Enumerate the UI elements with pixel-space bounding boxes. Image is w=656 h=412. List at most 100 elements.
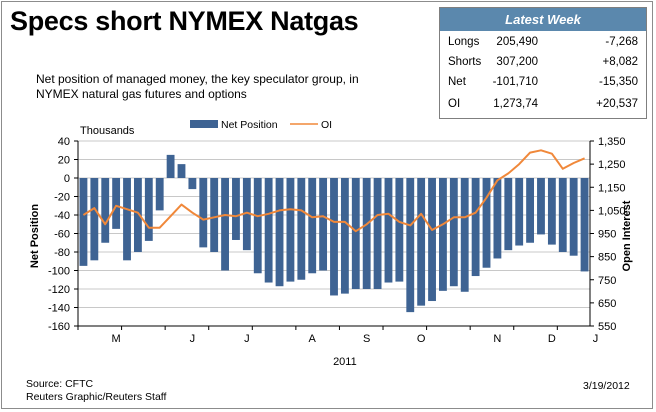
bar-net-position: [537, 178, 545, 235]
bar-net-position: [384, 178, 393, 283]
bar-net-position: [351, 178, 360, 289]
x-tick-label: J: [593, 333, 599, 345]
row-label: Longs: [448, 36, 480, 48]
y2-tick-label: 1,250: [598, 159, 626, 171]
x-tick-label: J: [190, 333, 196, 345]
bar-net-position: [210, 178, 219, 252]
bar-net-position: [188, 178, 197, 190]
y-axis-title-left: Net Position: [29, 204, 41, 268]
bar-net-position: [297, 178, 306, 280]
bar-net-position: [286, 178, 295, 282]
bar-net-position: [221, 178, 229, 271]
bar-net-position: [79, 178, 88, 266]
x-tick-label: J: [244, 333, 250, 345]
latest-week-box: Latest Week Longs 205,490 -7,268 Shorts …: [439, 7, 647, 119]
latest-week-title: Latest Week: [440, 8, 646, 31]
row-value: 205,490: [496, 36, 538, 48]
y-axis-title-right: Open Interest: [621, 200, 633, 271]
y2-tick-label: 1,350: [598, 136, 626, 148]
row-label: OI: [448, 98, 461, 110]
y-tick-label: -40: [54, 210, 70, 222]
row-change: +20,537: [596, 98, 638, 110]
bar-net-position: [319, 178, 328, 271]
bar-net-position: [308, 178, 317, 274]
bar-net-position: [504, 178, 513, 251]
y-tick-label: -140: [48, 303, 70, 315]
chart-title: Specs short NYMEX Natgas: [10, 6, 359, 36]
date-stamp: 3/19/2012: [583, 380, 630, 392]
bar-net-position: [417, 178, 426, 306]
row-value: 1,273,74: [493, 98, 538, 110]
bar-net-position: [242, 178, 251, 251]
bar-net-position: [580, 178, 589, 272]
row-value: 307,200: [496, 56, 538, 68]
bar-net-position: [112, 178, 121, 229]
y-tick-label: -80: [54, 247, 70, 259]
bar-net-position: [90, 178, 99, 261]
y-tick-label: -120: [48, 284, 70, 296]
y2-tick-label: 1,050: [598, 205, 626, 217]
year-label: 2011: [333, 356, 357, 368]
y-tick-label: -20: [54, 192, 70, 204]
bar-net-position: [526, 178, 535, 243]
bar-net-position: [569, 178, 578, 256]
bar-net-position: [395, 178, 404, 282]
bar-net-position: [428, 178, 436, 302]
bar-net-position: [123, 178, 131, 261]
latest-week-row: Longs 205,490 -7,268: [440, 36, 646, 54]
bar-net-position: [362, 178, 371, 289]
units-label: Thousands: [80, 125, 135, 137]
bar-net-position: [439, 178, 447, 291]
bar-net-position: [275, 178, 284, 287]
bar-net-position: [166, 154, 175, 178]
latest-week-row: Net -101,710 -15,350: [440, 76, 646, 94]
bar-net-position: [199, 178, 208, 248]
latest-week-row: Shorts 307,200 +8,082: [440, 56, 646, 74]
y-tick-label: 20: [58, 155, 70, 167]
row-label: Net: [448, 76, 466, 88]
x-tick-label: O: [417, 333, 426, 345]
bar-net-position: [330, 178, 338, 296]
line-oi: [82, 149, 585, 233]
bar-net-position: [558, 178, 567, 252]
bar-net-position: [253, 178, 262, 274]
bar-net-position: [264, 178, 273, 283]
x-tick-label: N: [493, 333, 501, 345]
legend-label-net-position: Net Position: [221, 119, 278, 131]
bar-net-position: [482, 178, 491, 268]
source-note: Source: CFTC: [26, 378, 94, 390]
chart-subtitle: Net position of managed money, the key s…: [36, 72, 359, 101]
bar-net-position: [177, 164, 186, 178]
bar-net-position: [133, 178, 142, 252]
bar-net-position: [471, 178, 480, 277]
bar-net-position: [406, 178, 415, 313]
bar-net-position: [144, 178, 153, 241]
row-change: +8,082: [602, 56, 639, 68]
y2-tick-label: 850: [598, 252, 616, 264]
bar-net-position: [493, 178, 502, 259]
latest-week-row: OI 1,273,74 +20,537: [440, 98, 646, 116]
row-value: -101,710: [492, 76, 538, 88]
bar-net-position: [232, 178, 240, 240]
y-tick-label: -100: [48, 266, 70, 278]
y2-tick-label: 650: [598, 298, 616, 310]
x-tick-label: M: [112, 333, 121, 345]
bar-net-position: [101, 178, 110, 243]
y-tick-label: -60: [54, 229, 70, 241]
bar-net-position: [460, 178, 469, 292]
y-tick-label: -160: [48, 321, 70, 333]
y2-tick-label: 550: [598, 321, 616, 333]
y2-tick-label: 1,150: [598, 182, 626, 194]
y2-tick-label: 950: [598, 229, 616, 241]
bar-net-position: [373, 178, 382, 289]
bar-net-position: [547, 178, 556, 245]
y2-tick-label: 750: [598, 275, 616, 287]
bar-net-position: [449, 178, 458, 287]
row-change: -7,268: [605, 36, 638, 48]
y-tick-label: 0: [64, 173, 70, 185]
row-label: Shorts: [448, 56, 482, 68]
y-tick-label: 40: [58, 136, 70, 148]
